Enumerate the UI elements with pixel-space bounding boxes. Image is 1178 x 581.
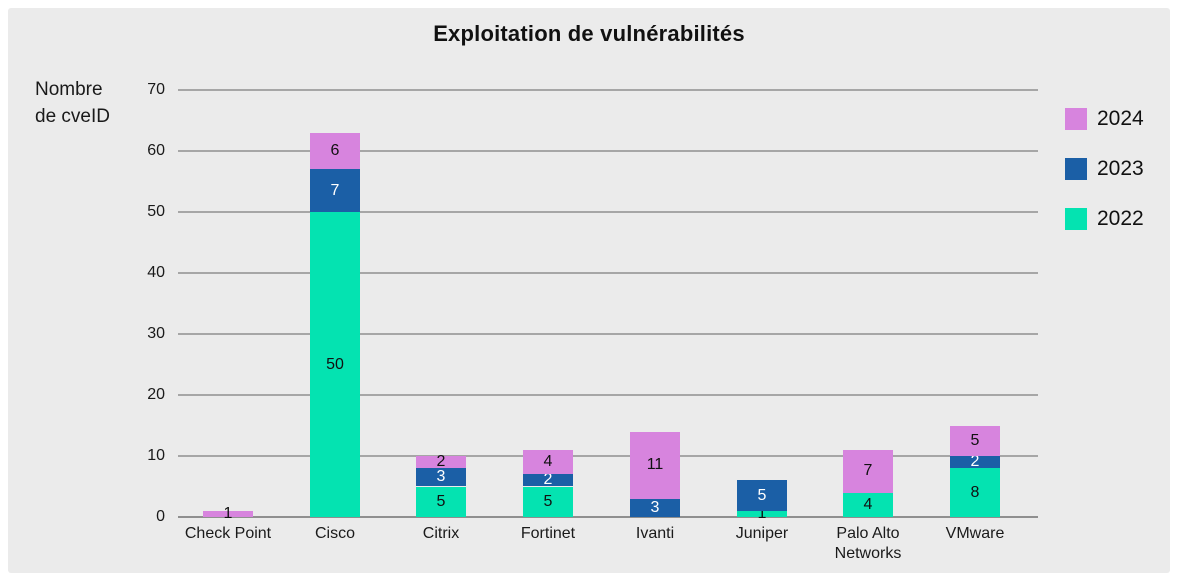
bar-segment-2024-vmware: 5	[950, 425, 1000, 456]
x-label-ivanti: Ivanti	[635, 525, 675, 542]
chart-title: Exploitation de vulnérabilités	[433, 21, 745, 46]
legend-label-2024: 2024	[1097, 107, 1144, 130]
legend-label-2023: 2023	[1097, 157, 1144, 180]
bar-value-2022-fortinet: 5	[543, 492, 553, 510]
y-tick-label-40: 40	[147, 264, 165, 281]
bar-value-2024-citrix: 2	[436, 453, 446, 471]
bar-value-2023-cisco: 7	[330, 181, 340, 199]
bar-segment-2023-cisco: 7	[310, 169, 360, 212]
x-label-fortinet: Fortinet	[520, 525, 576, 542]
legend-swatch-2024	[1065, 108, 1087, 130]
bar-segment-2024-ivanti: 11	[630, 431, 680, 499]
bar-segment-2022-vmware: 8	[950, 468, 1000, 517]
y-axis-unit-label: Nombre de cveID	[35, 76, 110, 130]
bar-segment-2023-ivanti: 3	[630, 498, 680, 517]
y-tick-label-10: 10	[147, 447, 165, 464]
x-label-vmware: VMware	[945, 525, 1005, 542]
bar-value-2022-cisco: 50	[326, 355, 344, 373]
x-label-citrix: Citrix	[422, 525, 460, 542]
bar-value-2023-juniper: 5	[757, 486, 767, 504]
bar-segment-2022-cisco: 50	[310, 212, 360, 517]
y-tick-label-60: 60	[147, 142, 165, 159]
bar-value-2023-fortinet: 2	[543, 471, 553, 489]
y-tick-label-30: 30	[147, 325, 165, 342]
gridline-50	[178, 211, 1038, 213]
x-label-cisco: Cisco	[314, 525, 355, 542]
y-axis-unit-label-line2: de cveID	[35, 106, 110, 127]
bar-value-2022-vmware: 8	[970, 483, 980, 501]
gridline-20	[178, 394, 1038, 396]
x-label-palo-alto-networks: Palo Alto Networks	[834, 525, 902, 562]
y-axis-unit-label-line1: Nombre	[35, 79, 103, 100]
bar-segment-2023-fortinet: 2	[523, 471, 573, 489]
legend-swatch-2023	[1065, 158, 1087, 180]
bar-segment-2024-palo-alto-networks: 7	[843, 449, 893, 493]
bar-segment-2023-vmware: 2	[950, 453, 1000, 471]
bar-value-2024-check-point: 1	[223, 504, 233, 522]
bar-value-2024-ivanti: 11	[646, 456, 664, 474]
bar-segment-2023-citrix: 3	[416, 468, 466, 487]
x-label-check-point: Check Point	[184, 525, 272, 542]
y-tick-label-50: 50	[147, 203, 165, 220]
gridline-0	[178, 516, 1038, 518]
y-tick-label-20: 20	[147, 386, 165, 403]
bar-value-2024-palo-alto-networks: 7	[863, 462, 873, 480]
legend-swatch-2022	[1065, 208, 1087, 230]
bar-value-2023-citrix: 3	[436, 468, 446, 486]
bar-value-2024-fortinet: 4	[543, 453, 553, 471]
bar-segment-2022-palo-alto-networks: 4	[843, 492, 893, 517]
gridline-70	[178, 89, 1038, 91]
gridline-60	[178, 150, 1038, 152]
bar-value-2024-cisco: 6	[330, 141, 340, 159]
bar-segment-2024-citrix: 2	[416, 453, 466, 471]
bar-segment-2024-cisco: 6	[310, 132, 360, 170]
bar-value-2024-vmware: 5	[970, 431, 980, 449]
x-label-juniper: Juniper	[735, 525, 789, 542]
bar-segment-2024-check-point: 1	[203, 505, 253, 521]
bar-segment-2022-fortinet: 5	[523, 486, 573, 517]
y-tick-label-70: 70	[147, 81, 165, 98]
bar-value-2023-ivanti: 3	[650, 498, 660, 516]
bar-value-2023-vmware: 2	[970, 453, 980, 471]
bar-value-2022-citrix: 5	[436, 492, 446, 510]
gridline-40	[178, 272, 1038, 274]
bar-segment-2022-citrix: 5	[416, 486, 466, 517]
gridline-10	[178, 455, 1038, 457]
y-tick-label-0: 0	[156, 508, 165, 525]
bar-value-2022-juniper: 1	[757, 504, 767, 522]
bar-segment-2023-juniper: 5	[737, 480, 787, 511]
legend-label-2022: 2022	[1097, 207, 1144, 230]
bar-segment-2022-juniper: 1	[737, 505, 787, 521]
bar-segment-2024-fortinet: 4	[523, 449, 573, 475]
bar-value-2022-palo-alto-networks: 4	[863, 495, 873, 513]
gridline-30	[178, 333, 1038, 335]
